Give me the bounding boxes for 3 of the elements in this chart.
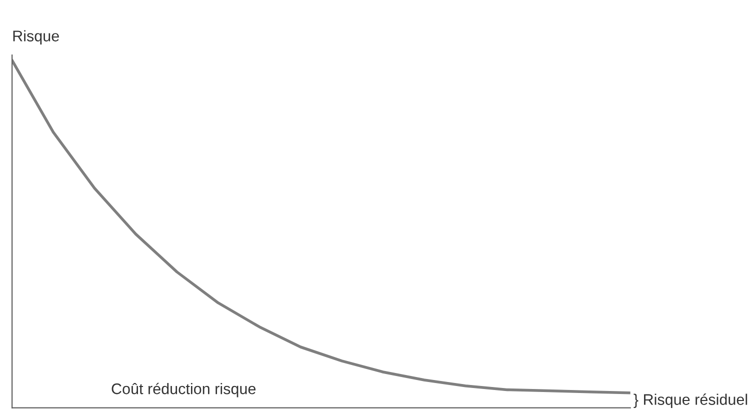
y-axis-title: Risque bbox=[13, 30, 59, 44]
x-axis-title: Coût réduction risque bbox=[112, 382, 256, 398]
text: } Risque résiduel bbox=[634, 394, 748, 408]
